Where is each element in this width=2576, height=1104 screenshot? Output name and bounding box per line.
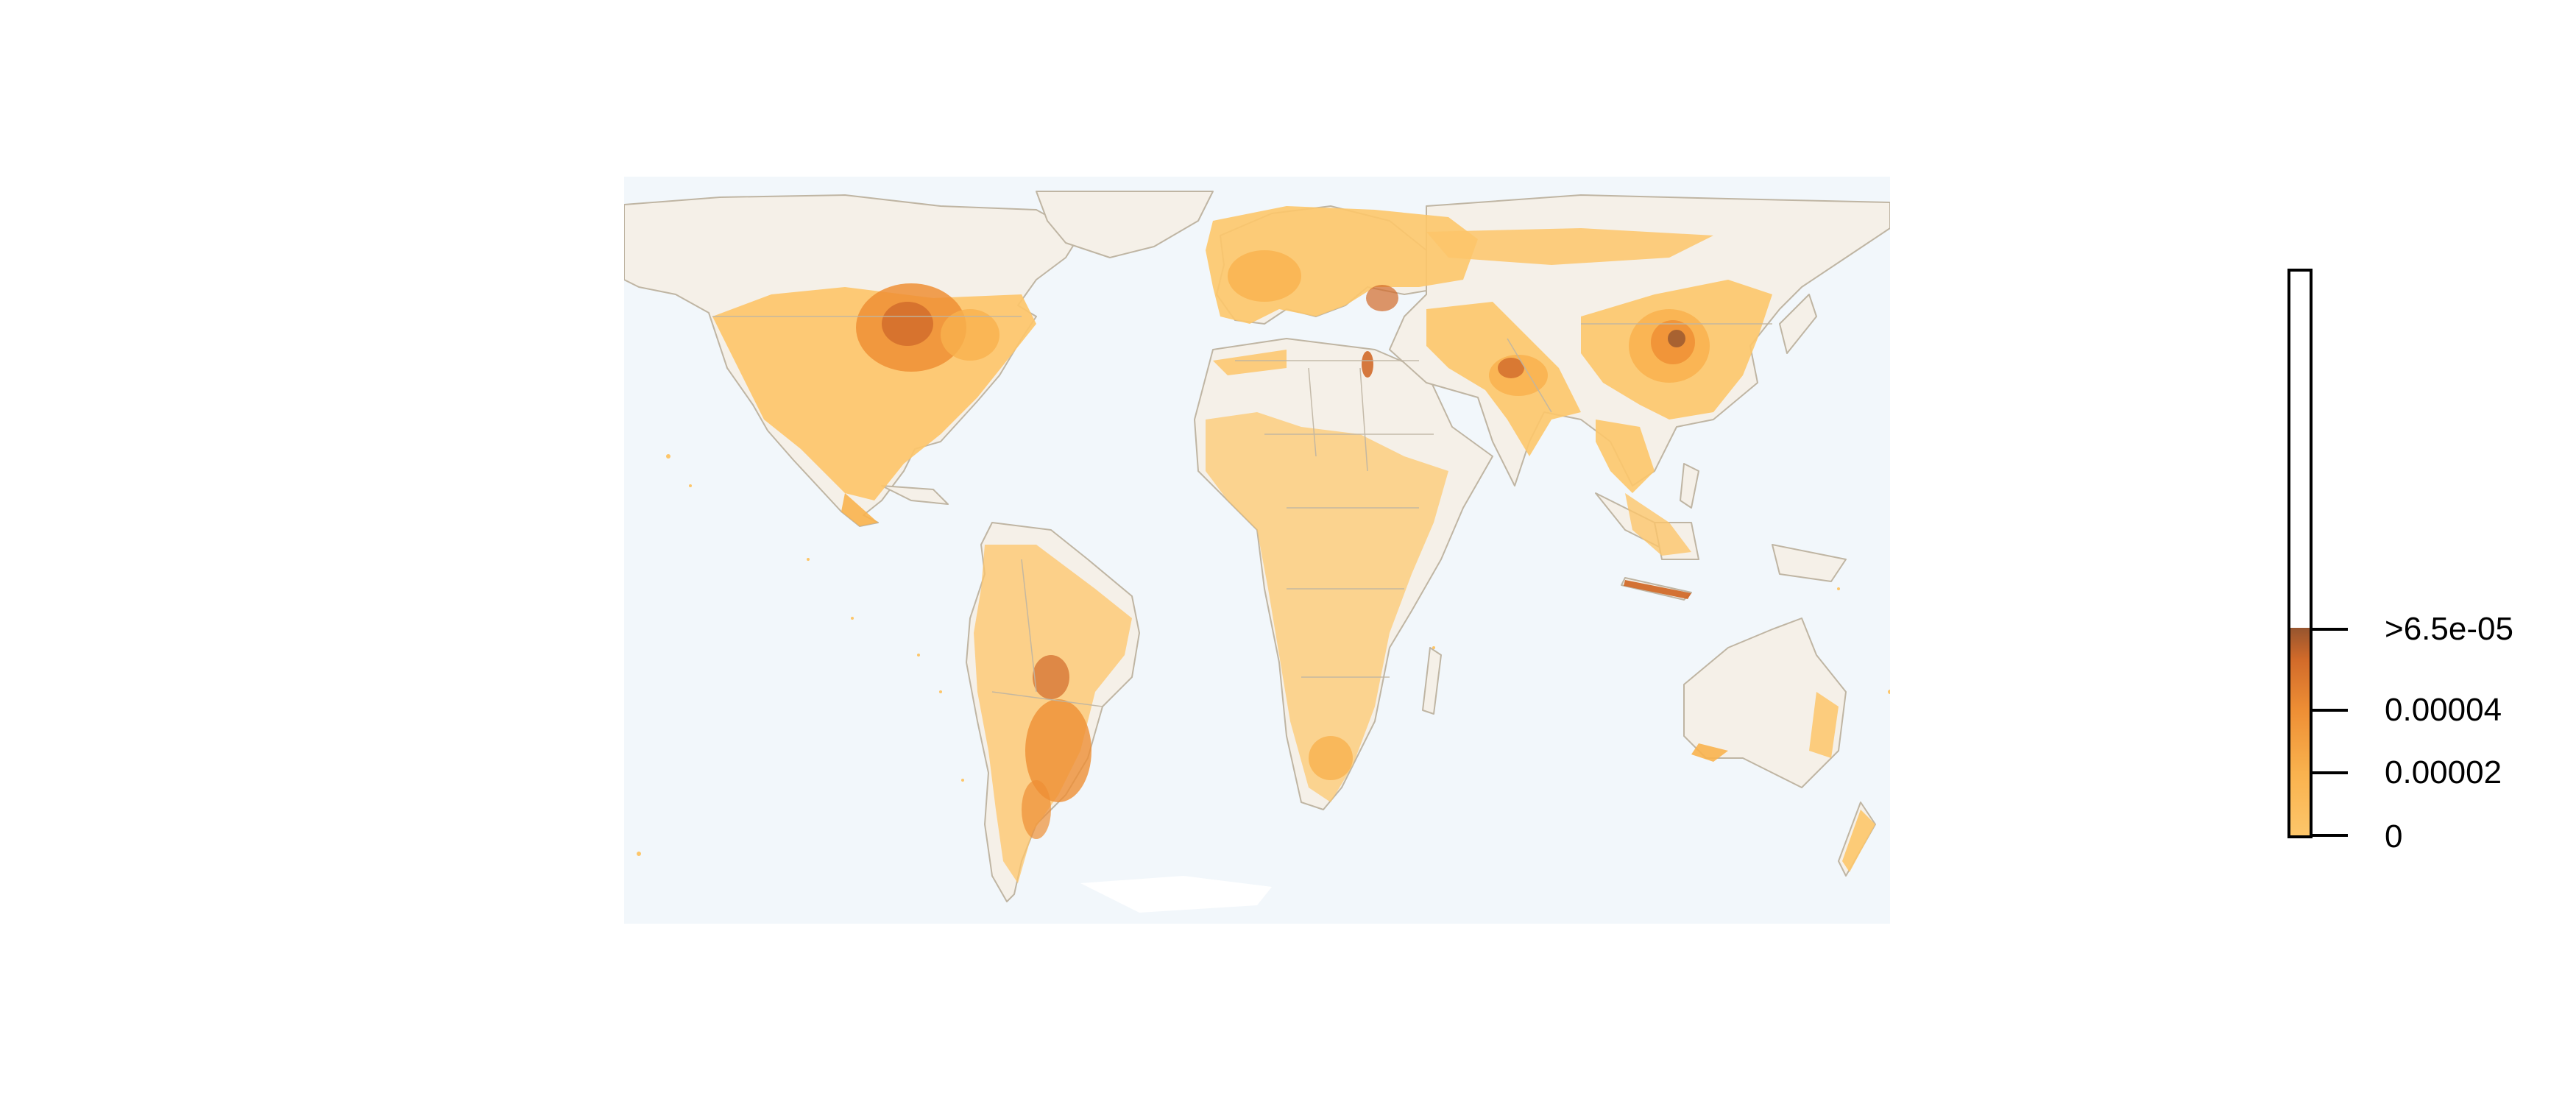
landmass-caribbean bbox=[881, 485, 949, 505]
legend-color-ramp bbox=[2290, 628, 2310, 835]
density-layer bbox=[637, 206, 1890, 883]
legend-tick-label: 0.00004 bbox=[2385, 692, 2502, 728]
color-legend: >6.5e-05 0.00004 0.00002 0 bbox=[2267, 261, 2576, 865]
country-borders bbox=[712, 316, 1772, 707]
world-map bbox=[624, 177, 1890, 924]
landmass-new-guinea bbox=[1772, 544, 1847, 582]
legend-tick-label: 0.00002 bbox=[2385, 754, 2502, 790]
landmass-madagascar bbox=[1422, 647, 1442, 715]
landmass-japan bbox=[1779, 294, 1817, 354]
landmass-antarctica bbox=[1080, 876, 1272, 913]
landmass-philippines bbox=[1680, 463, 1699, 509]
landmass-greenland bbox=[1036, 191, 1214, 258]
hotspot-western-europe bbox=[1228, 250, 1301, 302]
hotspot-java bbox=[1624, 580, 1691, 599]
hotspot-la-plata-basin bbox=[1025, 699, 1091, 802]
hotspot-nile-delta bbox=[1362, 351, 1373, 378]
density-africa bbox=[1206, 412, 1448, 802]
legend-tick-label: >6.5e-05 bbox=[2385, 611, 2513, 647]
legend-tick-label: 0 bbox=[2385, 818, 2403, 854]
